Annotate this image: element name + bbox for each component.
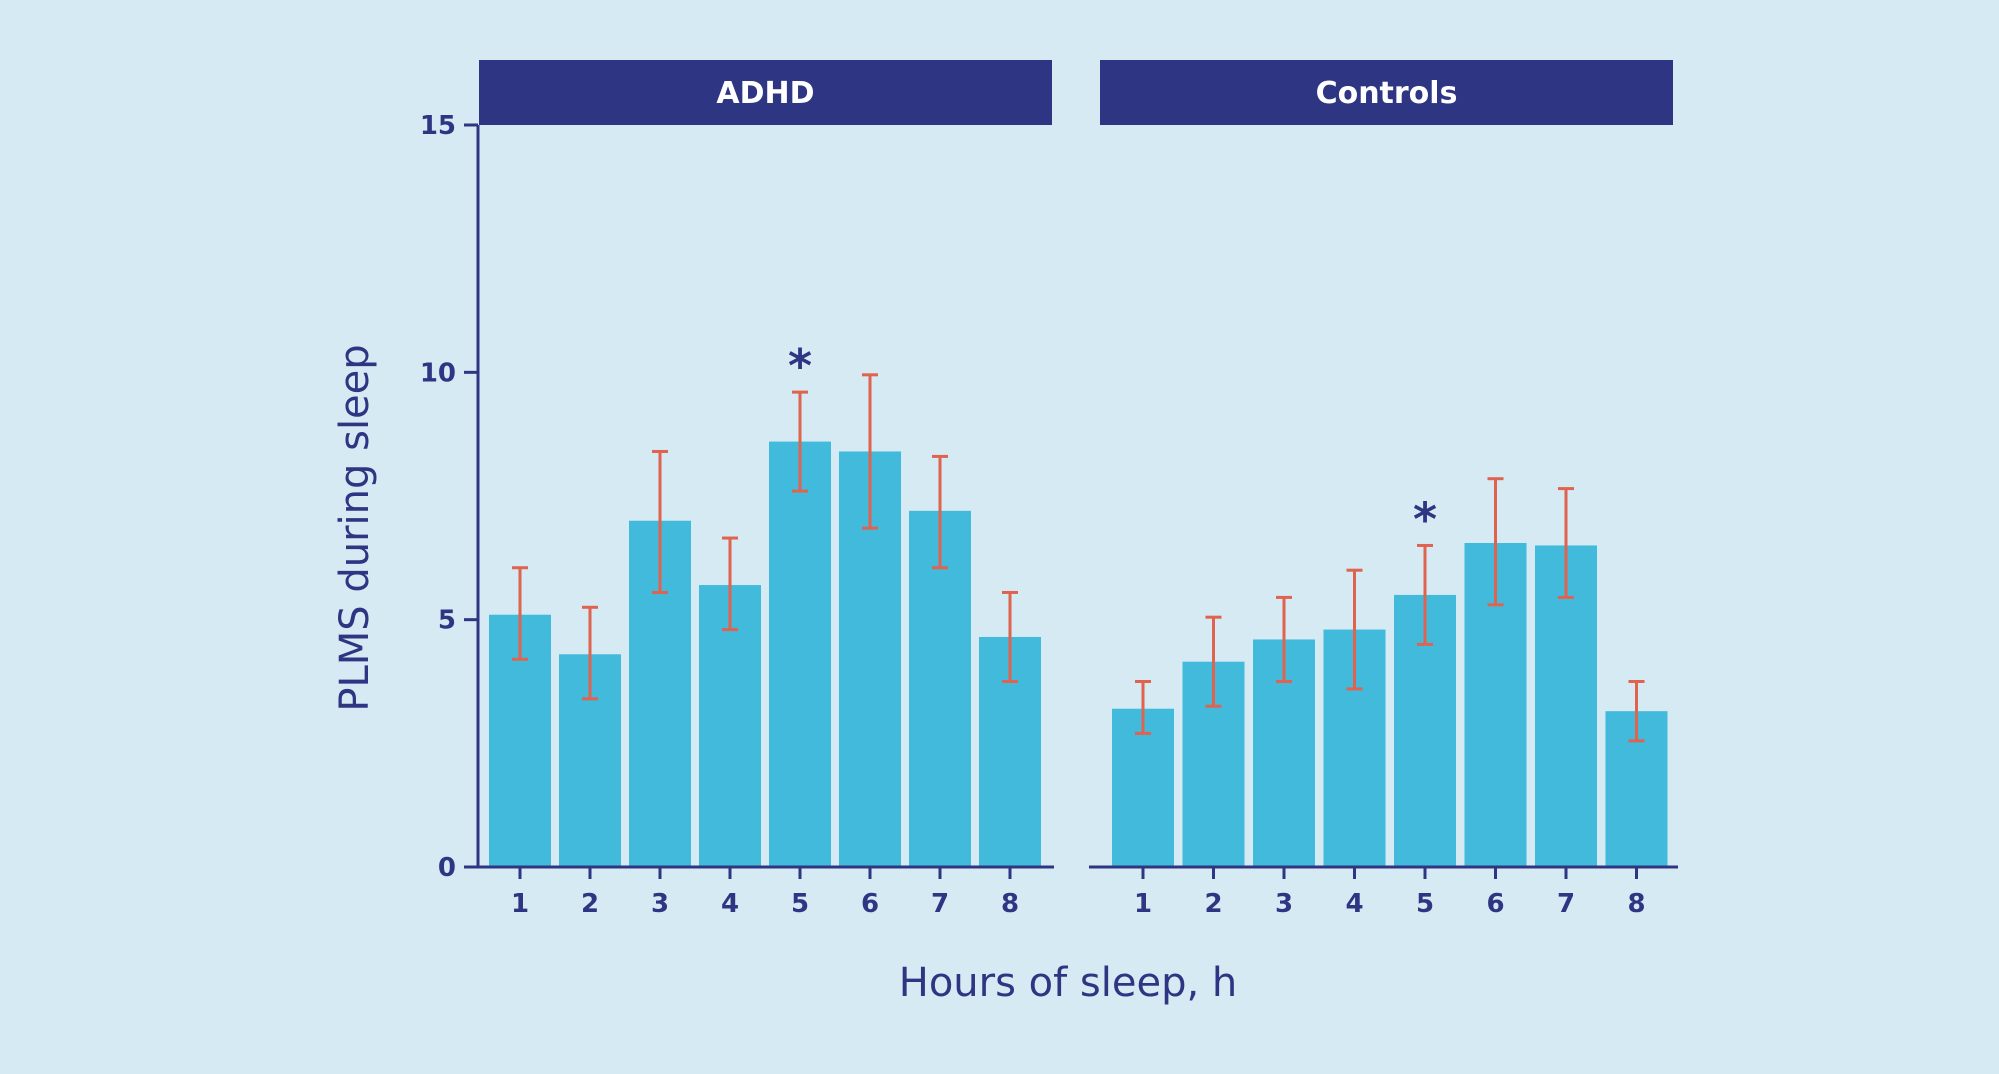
x-tick-label: 1 [511, 889, 529, 919]
x-tick-label: 3 [1275, 889, 1293, 919]
error-bar [582, 605, 598, 701]
x-tick-label: 4 [1345, 889, 1363, 919]
bar [1535, 545, 1597, 867]
x-tick-label: 7 [931, 889, 949, 919]
panel-title: Controls [1316, 76, 1458, 111]
panel-adhd: ADHD 1 2 3 4 * 5 6 7 8 [466, 60, 1054, 919]
x-tick-label: 7 [1557, 889, 1575, 919]
bar [769, 441, 831, 867]
chart-panels: ADHD 1 2 3 4 * 5 6 7 8 Controls 1 2 3 4 * 5 6 7 8 [466, 60, 1678, 919]
error-bar [652, 449, 668, 594]
panel-title: ADHD [716, 76, 814, 111]
x-tick-label: 6 [1486, 889, 1504, 919]
x-axis-title: Hours of sleep, h [899, 960, 1238, 1006]
error-bar [512, 566, 528, 661]
panel-header [1100, 60, 1673, 125]
x-tick-label: 5 [791, 889, 809, 919]
y-tick-label: 0 [438, 853, 456, 883]
significance-marker: * [1413, 492, 1437, 546]
error-bar [1002, 590, 1018, 683]
error-bar [1135, 680, 1151, 735]
x-tick-label: 4 [721, 889, 739, 919]
bar [699, 585, 761, 867]
error-bar [1487, 477, 1504, 607]
y-tick-label: 10 [420, 358, 456, 388]
error-bar [722, 536, 738, 632]
error-bar [1628, 680, 1645, 743]
error-bar [1558, 487, 1574, 599]
x-tick-label: 2 [581, 889, 599, 919]
y-axis-title: PLMS during sleep [332, 344, 378, 711]
error-bar [1417, 543, 1433, 646]
error-bar [1346, 568, 1363, 691]
error-bar [1276, 595, 1292, 683]
error-bar [862, 373, 878, 530]
error-bar [932, 454, 948, 570]
y-tick-label: 15 [420, 111, 456, 141]
x-tick-label: 8 [1627, 889, 1645, 919]
x-tick-label: 2 [1204, 889, 1222, 919]
error-bar [1205, 615, 1222, 708]
x-tick-label: 1 [1134, 889, 1152, 919]
y-axis: 0 5 10 15 [420, 111, 480, 883]
panel-controls: Controls 1 2 3 4 * 5 6 7 8 [1089, 60, 1678, 919]
significance-marker: * [788, 339, 812, 393]
error-bar [792, 390, 808, 493]
y-tick-label: 5 [438, 606, 456, 636]
panel-header [479, 60, 1052, 125]
x-tick-label: 6 [861, 889, 879, 919]
x-tick-label: 3 [651, 889, 669, 919]
x-tick-label: 8 [1001, 889, 1019, 919]
bar [1112, 708, 1174, 867]
bar [909, 510, 971, 867]
x-tick-label: 5 [1416, 889, 1434, 919]
